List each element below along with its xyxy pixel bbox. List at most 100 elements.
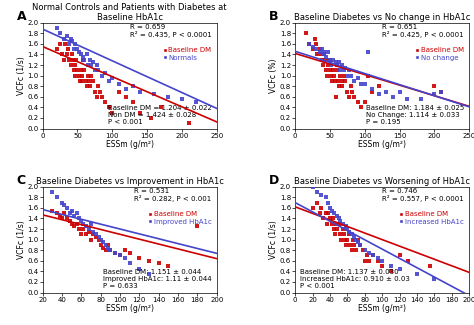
Point [76, 216, 83, 221]
Point [96, 89, 103, 94]
Point [330, 227, 338, 232]
Point [105, 242, 112, 248]
Point [87, 221, 95, 226]
Point [76, 227, 83, 232]
Point [337, 237, 345, 242]
Point [82, 78, 90, 84]
Point [335, 78, 342, 84]
Point [60, 57, 67, 62]
Point [66, 218, 73, 224]
Point [351, 242, 358, 248]
Point [350, 237, 357, 242]
Point [317, 52, 325, 57]
Point [75, 73, 82, 78]
Point [337, 218, 344, 224]
Point [389, 94, 396, 99]
Point [346, 242, 354, 248]
Point [333, 213, 341, 218]
Point [77, 52, 85, 57]
Title: Baseline Diabetes vs Worsening of HbA1c: Baseline Diabetes vs Worsening of HbA1c [294, 177, 470, 186]
Point [325, 57, 332, 62]
Point [342, 242, 349, 248]
Point [365, 250, 373, 255]
Point [312, 46, 320, 52]
Point [73, 46, 81, 52]
Point [341, 65, 349, 70]
Text: Baseline DM: 1.151 ± 0.044
Improved HbA1c: 1.11 ± 0.044
P = 0.633: Baseline DM: 1.151 ± 0.044 Improved HbA1… [103, 269, 211, 289]
Point [319, 52, 327, 57]
Point [305, 41, 313, 46]
Point [329, 68, 337, 73]
Point [60, 202, 68, 208]
Point [178, 97, 186, 102]
Point [356, 242, 364, 248]
Point [363, 253, 370, 258]
Point [356, 242, 364, 248]
Legend: Baseline DM, Increased HbA1c: Baseline DM, Increased HbA1c [400, 211, 464, 225]
Point [347, 84, 355, 89]
Point [48, 189, 56, 195]
Text: R = 0.531
R² = 0.282, P < 0.001: R = 0.531 R² = 0.282, P < 0.001 [134, 188, 211, 202]
Point [80, 221, 87, 226]
Point [116, 253, 124, 258]
Point [67, 36, 74, 41]
Point [99, 240, 107, 245]
Point [67, 62, 74, 68]
Point [351, 94, 358, 99]
Point [60, 211, 68, 216]
Point [147, 115, 155, 121]
Point [102, 248, 109, 253]
Point [137, 89, 144, 94]
Text: Baseline DM = 1.204 ± 0.022
Non DM = 1.424 ± 0.028
P < 0.001: Baseline DM = 1.204 ± 0.022 Non DM = 1.4… [108, 105, 211, 125]
Point [426, 264, 434, 269]
Point [89, 78, 97, 84]
Point [85, 229, 93, 234]
Point [48, 208, 56, 213]
Point [322, 195, 329, 200]
Point [81, 57, 88, 62]
Point [326, 57, 334, 62]
Point [340, 232, 348, 237]
Point [122, 94, 130, 99]
Point [107, 248, 114, 253]
Point [155, 261, 163, 266]
Point [64, 46, 72, 52]
Point [344, 73, 351, 78]
Point [136, 266, 143, 271]
Point [105, 105, 113, 110]
Point [309, 184, 316, 189]
Point [79, 57, 87, 62]
Point [346, 229, 353, 234]
Point [92, 232, 100, 237]
Point [87, 237, 95, 242]
Text: R = 0.651
R² = 0.425, P < 0.0001: R = 0.651 R² = 0.425, P < 0.0001 [383, 24, 464, 38]
Point [92, 234, 100, 240]
Point [357, 81, 365, 86]
Point [324, 211, 332, 216]
Point [88, 73, 95, 78]
Point [339, 84, 346, 89]
Point [61, 41, 69, 46]
Point [378, 258, 386, 263]
Point [82, 224, 90, 229]
Point [320, 52, 328, 57]
Point [318, 57, 325, 62]
Point [374, 258, 382, 263]
Point [72, 62, 79, 68]
Point [341, 237, 348, 242]
Point [339, 62, 346, 68]
Point [95, 68, 102, 73]
Point [65, 57, 73, 62]
Point [338, 78, 346, 84]
Point [346, 232, 353, 237]
Point [311, 36, 319, 41]
Point [361, 81, 369, 86]
Point [431, 92, 438, 97]
Point [318, 205, 325, 211]
Point [342, 224, 349, 229]
Text: C: C [17, 174, 26, 187]
Point [54, 211, 61, 216]
Point [375, 84, 383, 89]
Point [99, 245, 107, 250]
Point [79, 55, 87, 60]
